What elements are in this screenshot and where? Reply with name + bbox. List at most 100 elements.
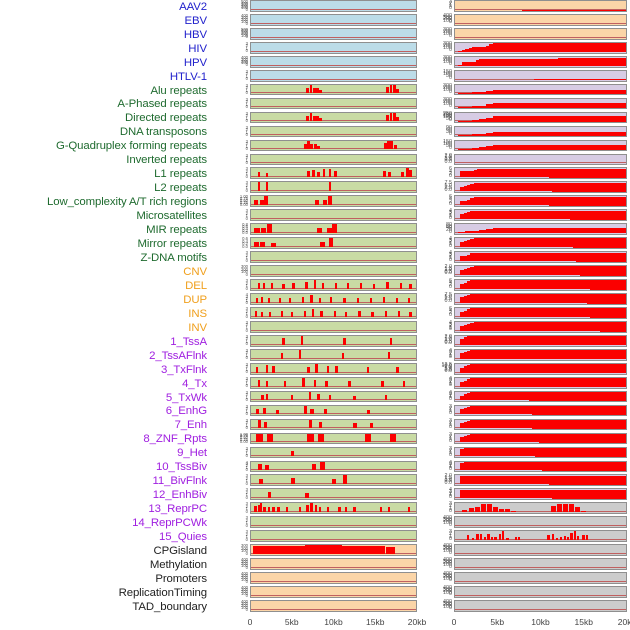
y-axis-tick: 200 [443, 42, 452, 49]
track-label: 12_EnhBiv [152, 489, 207, 502]
y-axis: 2.0 1.5 1.0 0.5 0.0 [428, 264, 453, 277]
y-axis-tick: 2 [245, 336, 248, 342]
y-axis-tick: 300 [443, 54, 452, 61]
y-axis-tick: 1 [245, 87, 248, 93]
track-label: 6_EnhG [165, 405, 207, 418]
data-bar [468, 507, 474, 513]
y-axis-tick: 0 [449, 354, 452, 361]
track-plot-area [250, 279, 417, 291]
y-axis-tick: 200 [443, 111, 452, 118]
data-bar [406, 168, 409, 178]
y-axis-tick: 80 [446, 222, 452, 229]
y-axis-tick: 400 [443, 515, 452, 522]
baseline [455, 525, 626, 527]
y-axis-tick: 3 [245, 180, 248, 186]
data-bar [310, 295, 313, 303]
y-axis-tick: 2 [449, 378, 452, 385]
track-row: 400 300 200 100 0 [428, 571, 628, 584]
data-series [455, 308, 626, 317]
y-axis-tick: 300 [443, 572, 452, 579]
y-axis: 400 300 200 100 0 [228, 55, 249, 68]
y-axis-tick: 2 [245, 210, 248, 216]
track-label: Inverted repeats [126, 154, 207, 167]
data-bar [307, 367, 310, 373]
y-axis-tick: 1 [245, 366, 248, 372]
track-label: 2_TssAFlnk [149, 349, 207, 362]
y-axis-tick: 0 [449, 284, 452, 291]
track-plot-area [454, 97, 627, 110]
y-axis: 300 200 100 0 [428, 54, 453, 68]
y-axis-tick: 200 [241, 545, 248, 551]
y-axis-tick: 200 [241, 58, 248, 64]
track-label: AAV2 [179, 0, 207, 13]
track-label: Promoters [155, 572, 207, 585]
track-row: 400 300 200 100 0 [228, 13, 418, 26]
y-axis-tick: 0.5 [444, 478, 453, 485]
data-series [455, 336, 626, 345]
data-bar [303, 144, 307, 150]
y-axis-tick: 500 [241, 0, 248, 4]
data-series [455, 127, 626, 136]
track-label: Low_complexity A/T rich regions [46, 196, 207, 209]
y-axis-tick: 2 [245, 182, 248, 188]
y-axis-tick: 2 [245, 43, 248, 49]
baseline [251, 427, 416, 429]
data-bar [353, 395, 356, 401]
y-axis-tick: 100 [241, 576, 248, 582]
y-axis-tick: 0 [245, 550, 248, 556]
data-bar [322, 168, 326, 178]
y-axis-tick: 0 [449, 410, 452, 417]
data-bar [312, 116, 316, 122]
y-axis-tick: 100 [241, 604, 248, 610]
data-series [251, 461, 416, 471]
y-axis-tick: 150 [443, 68, 452, 75]
track-plot-area [250, 0, 417, 12]
y-axis-tick: 3 [245, 487, 248, 493]
track-plot-area [454, 307, 627, 319]
data-bar [338, 506, 341, 513]
data-bar [409, 170, 413, 178]
data-bar [306, 88, 309, 94]
data-bar [615, 134, 626, 136]
y-axis-tick: 1 [245, 338, 248, 344]
track-plot-area [454, 320, 627, 333]
data-bar [315, 363, 318, 373]
y-axis-tick: 100 [443, 603, 452, 610]
y-axis-tick: 100 [443, 140, 452, 147]
data-series [251, 377, 416, 387]
y-axis-tick: 0 [449, 465, 452, 472]
data-series [455, 141, 626, 150]
data-bar [615, 148, 626, 150]
data-bar [615, 232, 626, 234]
y-axis-tick: 0 [245, 383, 248, 389]
track-plot-area [250, 600, 417, 612]
y-axis-tick: 5.0 [444, 182, 453, 189]
y-axis-tick: 300 [241, 29, 248, 35]
y-axis-tick: 100 [241, 32, 248, 38]
y-axis-tick: 2 [449, 503, 452, 510]
data-bar [348, 381, 351, 387]
data-bar [272, 366, 275, 373]
track-row: 250 200 150 100 50 0 [428, 111, 628, 124]
y-axis-tick: 0 [245, 369, 248, 375]
data-bar [574, 506, 580, 513]
y-axis-tick: 3 [245, 403, 248, 409]
data-bar [622, 106, 626, 108]
y-axis-tick: 200 [241, 31, 248, 37]
y-axis-tick: 2 [245, 475, 248, 481]
y-axis-tick: 0 [449, 214, 452, 221]
